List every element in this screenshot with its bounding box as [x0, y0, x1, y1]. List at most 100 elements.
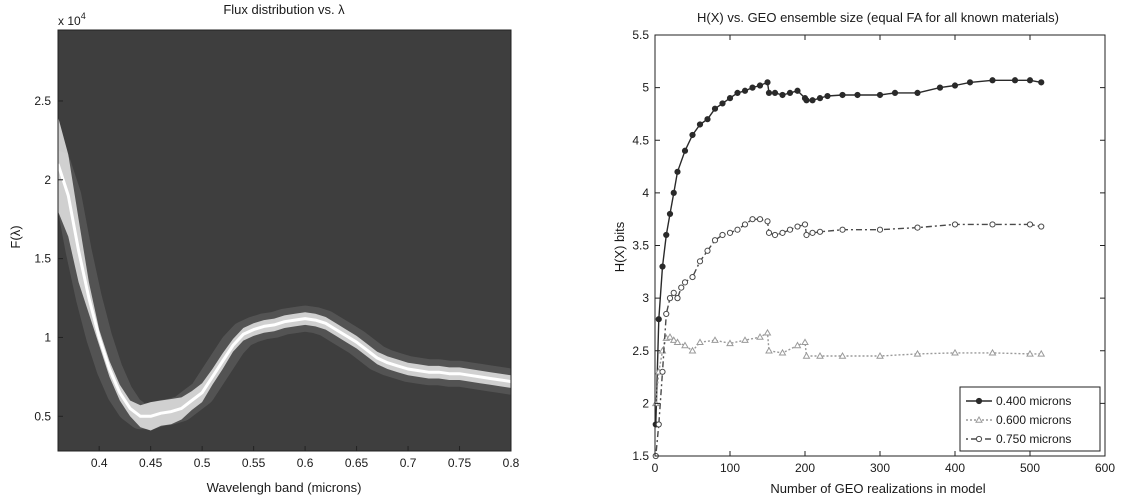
entropy-series-point: [659, 263, 666, 270]
entropy-legend-label: 0.600 microns: [996, 413, 1071, 427]
entropy-series-point: [803, 97, 810, 104]
flux-y-exponent-power: 4: [81, 11, 86, 21]
flux-background: [58, 30, 511, 451]
entropy-x-tick-label: 600: [1095, 461, 1115, 475]
entropy-series-line: [655, 218, 1042, 457]
entropy-series-point: [988, 348, 997, 356]
entropy-series-point: [674, 295, 681, 302]
entropy-series-point: [771, 89, 779, 96]
entropy-series-point: [951, 82, 959, 89]
entropy-series-point: [749, 216, 756, 223]
entropy-series-point: [1026, 77, 1034, 84]
entropy-series-point: [914, 89, 921, 96]
entropy-series-point: [726, 95, 734, 102]
entropy-series-point: [696, 258, 704, 265]
entropy-series-point: [749, 84, 756, 91]
entropy-series-point: [936, 84, 944, 91]
entropy-series-point: [696, 338, 704, 346]
entropy-series-point: [876, 91, 884, 99]
entropy-legend-label: 0.400 microns: [996, 394, 1071, 408]
entropy-y-tick-label: 2: [642, 396, 649, 410]
entropy-series-point: [779, 91, 786, 99]
entropy-y-tick-label: 5: [642, 81, 649, 95]
entropy-series-0: [652, 77, 1045, 428]
entropy-series-point: [801, 338, 809, 346]
entropy-y-axis-label: H(X) bits: [612, 221, 627, 272]
entropy-x-tick-label: 0: [652, 461, 659, 475]
entropy-series-point: [793, 341, 802, 349]
entropy-series-point: [914, 224, 921, 231]
entropy-series-point: [794, 87, 801, 94]
entropy-series-point: [779, 229, 786, 236]
entropy-series-point: [876, 352, 884, 359]
entropy-series-point: [809, 97, 816, 104]
entropy-series-1: [651, 328, 1046, 407]
entropy-series-point: [764, 79, 771, 86]
entropy-series-point: [951, 348, 959, 356]
entropy-series-point: [816, 228, 824, 235]
entropy-series-point: [674, 168, 681, 175]
flux-chart: Flux distribution vs. λ x 104 0.4 0.45 0.5…: [8, 2, 520, 495]
flux-y-axis-label: F(λ): [8, 225, 23, 248]
entropy-series-point: [741, 87, 749, 94]
entropy-series-point: [726, 229, 734, 236]
entropy-series-point: [794, 223, 801, 230]
flux-y-tick-label: 0.5: [34, 409, 51, 423]
entropy-series-point: [989, 221, 996, 228]
flux-y-tick-label: 2: [44, 173, 51, 187]
entropy-y-tick-label: 3.5: [632, 239, 649, 253]
entropy-legend-label: 0.750 microns: [996, 432, 1071, 446]
entropy-series-point: [734, 226, 741, 233]
entropy-legend-marker: [975, 397, 983, 405]
entropy-y-tick-label: 4.5: [632, 133, 649, 147]
flux-x-tick-label: 0.8: [503, 456, 520, 470]
entropy-series-point: [824, 92, 831, 100]
flux-y-exponent-base: x 10: [58, 14, 81, 28]
entropy-series-point: [764, 218, 771, 225]
entropy-series-point: [689, 131, 696, 139]
entropy-legend-marker: [975, 415, 983, 423]
flux-band: [58, 116, 511, 431]
entropy-series-point: [681, 341, 689, 349]
flux-x-tick-label: 0.7: [400, 456, 417, 470]
entropy-series-point: [696, 121, 704, 128]
flux-axes: 0.4 0.45 0.5 0.55 0.6 0.65 0.7 0.75 0.8 0.5 1 1.5 2 2…: [34, 29, 520, 470]
entropy-series-point: [951, 221, 959, 228]
entropy-series-point: [711, 105, 719, 112]
entropy-series-point: [741, 336, 749, 343]
entropy-series-point: [876, 226, 884, 233]
entropy-series-point: [763, 328, 772, 336]
entropy-series-point: [809, 229, 816, 236]
flux-x-tick-label: 0.5: [194, 456, 211, 470]
entropy-series-point: [666, 295, 674, 302]
entropy-series-point: [663, 231, 670, 239]
entropy-series-point: [704, 247, 711, 254]
entropy-series-point: [1038, 79, 1045, 86]
flux-x-tick-label: 0.55: [242, 456, 266, 470]
entropy-series-point: [989, 77, 996, 84]
flux-x-tick-label: 0.65: [345, 456, 369, 470]
entropy-series-point: [719, 100, 726, 107]
entropy-series-point: [803, 231, 810, 239]
entropy-series-point: [854, 91, 861, 99]
entropy-series-point: [1037, 349, 1046, 357]
entropy-series-point: [663, 310, 670, 318]
entropy-background: [655, 35, 1105, 456]
entropy-series-point: [891, 89, 899, 96]
flux-plot-area: [58, 30, 511, 451]
entropy-series-point: [681, 279, 689, 286]
entropy-series-point: [666, 210, 674, 218]
flux-y-tick-label: 1: [44, 330, 51, 344]
entropy-chart-title: H(X) vs. GEO ensemble size (equal FA for…: [697, 10, 1059, 25]
entropy-series-point: [839, 226, 846, 233]
entropy-y-tick-label: 2.5: [632, 344, 649, 358]
entropy-series-point: [765, 346, 773, 354]
entropy-series-point: [655, 316, 662, 323]
entropy-x-tick-label: 300: [870, 461, 890, 475]
entropy-series-point: [786, 89, 794, 96]
flux-y-exponent-label: x 104: [58, 11, 86, 28]
entropy-series-point: [688, 346, 697, 354]
entropy-legend-marker: [975, 435, 983, 443]
entropy-series-point: [765, 89, 773, 96]
